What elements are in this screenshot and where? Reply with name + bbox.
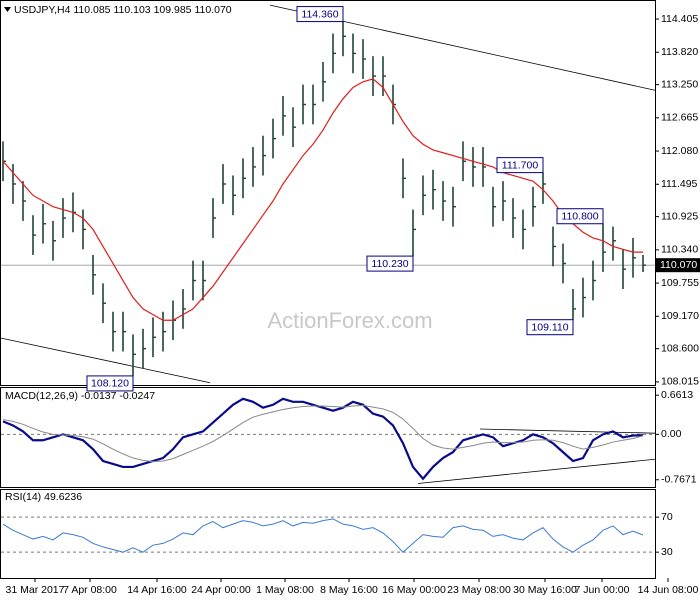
symbol: USDJPY,H4: [14, 4, 71, 16]
annotation-box: [86, 375, 134, 392]
value: -0.0137: [81, 390, 117, 402]
value: 49.6236: [44, 491, 82, 503]
x-tick-label: 7 Jun 00:00: [575, 584, 630, 596]
annotation-box: [296, 6, 344, 23]
x-tick-label: 1 May 08:00: [256, 584, 314, 596]
x-tick-label: 14 Apr 16:00: [127, 584, 187, 596]
x-tick-label: 14 Jun 08:00: [638, 584, 699, 596]
line-series: [2, 404, 644, 463]
y-tick-label: 114.405: [661, 13, 698, 25]
quote: 110.085: [73, 4, 110, 16]
x-tick-label: 24 Apr 00:00: [191, 584, 251, 596]
x-tick-label: 8 May 16:00: [320, 584, 378, 596]
annotation-label: 114.360: [301, 8, 338, 20]
annotation-label: 108.120: [91, 378, 129, 390]
trend-line: [417, 458, 656, 484]
title: RSI(14): [5, 491, 41, 503]
last-price-label: 110.070: [660, 259, 697, 271]
y-tick-label: 113.820: [661, 46, 698, 58]
annotation-label: 110.800: [561, 211, 598, 223]
y-tick-label: 0.6613: [661, 389, 693, 401]
trend-line: [0, 337, 211, 384]
y-tick-label: 30: [661, 546, 673, 558]
price-panel: [0, 0, 656, 386]
watermark: ActionForex.com: [267, 308, 432, 333]
y-tick-label: 112.080: [661, 145, 698, 157]
y-tick-label: 110.925: [661, 210, 698, 222]
line-series: [2, 518, 644, 553]
title: MACD(12,26,9): [5, 390, 78, 402]
y-tick-label: 111.495: [661, 178, 698, 190]
x-tick-label: 31 Mar 2017: [6, 584, 65, 596]
y-tick-label: 109.755: [661, 277, 699, 289]
macd-panel: [0, 387, 656, 488]
quote: 110.103: [113, 4, 150, 16]
y-tick-label: 110.340: [661, 244, 698, 256]
y-tick-label: 0.00: [661, 428, 682, 440]
annotation-label: 109.110: [531, 321, 568, 333]
annotation-box: [556, 208, 604, 225]
annotation-box: [496, 157, 544, 174]
rsi-title: RSI(14) 49.6236: [5, 491, 82, 503]
annotation-label: 110.230: [371, 258, 408, 270]
line-series: [2, 397, 644, 481]
x-tick-label: 23 May 08:00: [447, 584, 511, 596]
trend-line: [479, 428, 656, 434]
macd-title: MACD(12,26,9) -0.0137 -0.0247: [5, 390, 155, 402]
value: -0.0247: [119, 390, 155, 402]
x-tick-label: 16 May 00:00: [382, 584, 446, 596]
menu-icon: [4, 7, 11, 12]
quote: 109.985: [154, 4, 192, 16]
header: USDJPY,H4 110.085 110.103 109.985 110.07…: [14, 4, 232, 16]
y-tick-label: 109.170: [661, 310, 699, 322]
line-series: [2, 78, 643, 321]
y-tick-label: 108.600: [661, 342, 699, 354]
y-tick-label: 113.250: [661, 78, 698, 90]
x-tick-label: 30 May 16:00: [513, 584, 577, 596]
annotation-box: [366, 255, 414, 272]
annotation-box: [526, 319, 574, 336]
quote: 110.070: [194, 4, 231, 16]
y-tick-label: 108.015: [661, 376, 699, 388]
x-tick-label: 7 Apr 08:00: [63, 584, 117, 596]
rsi-panel: [0, 489, 656, 579]
y-tick-label: 112.665: [661, 112, 698, 124]
y-tick-label: 70: [661, 511, 673, 523]
y-tick-label: -0.7671: [661, 474, 697, 486]
annotation-label: 111.700: [502, 159, 539, 171]
last-price-box: [656, 258, 700, 273]
